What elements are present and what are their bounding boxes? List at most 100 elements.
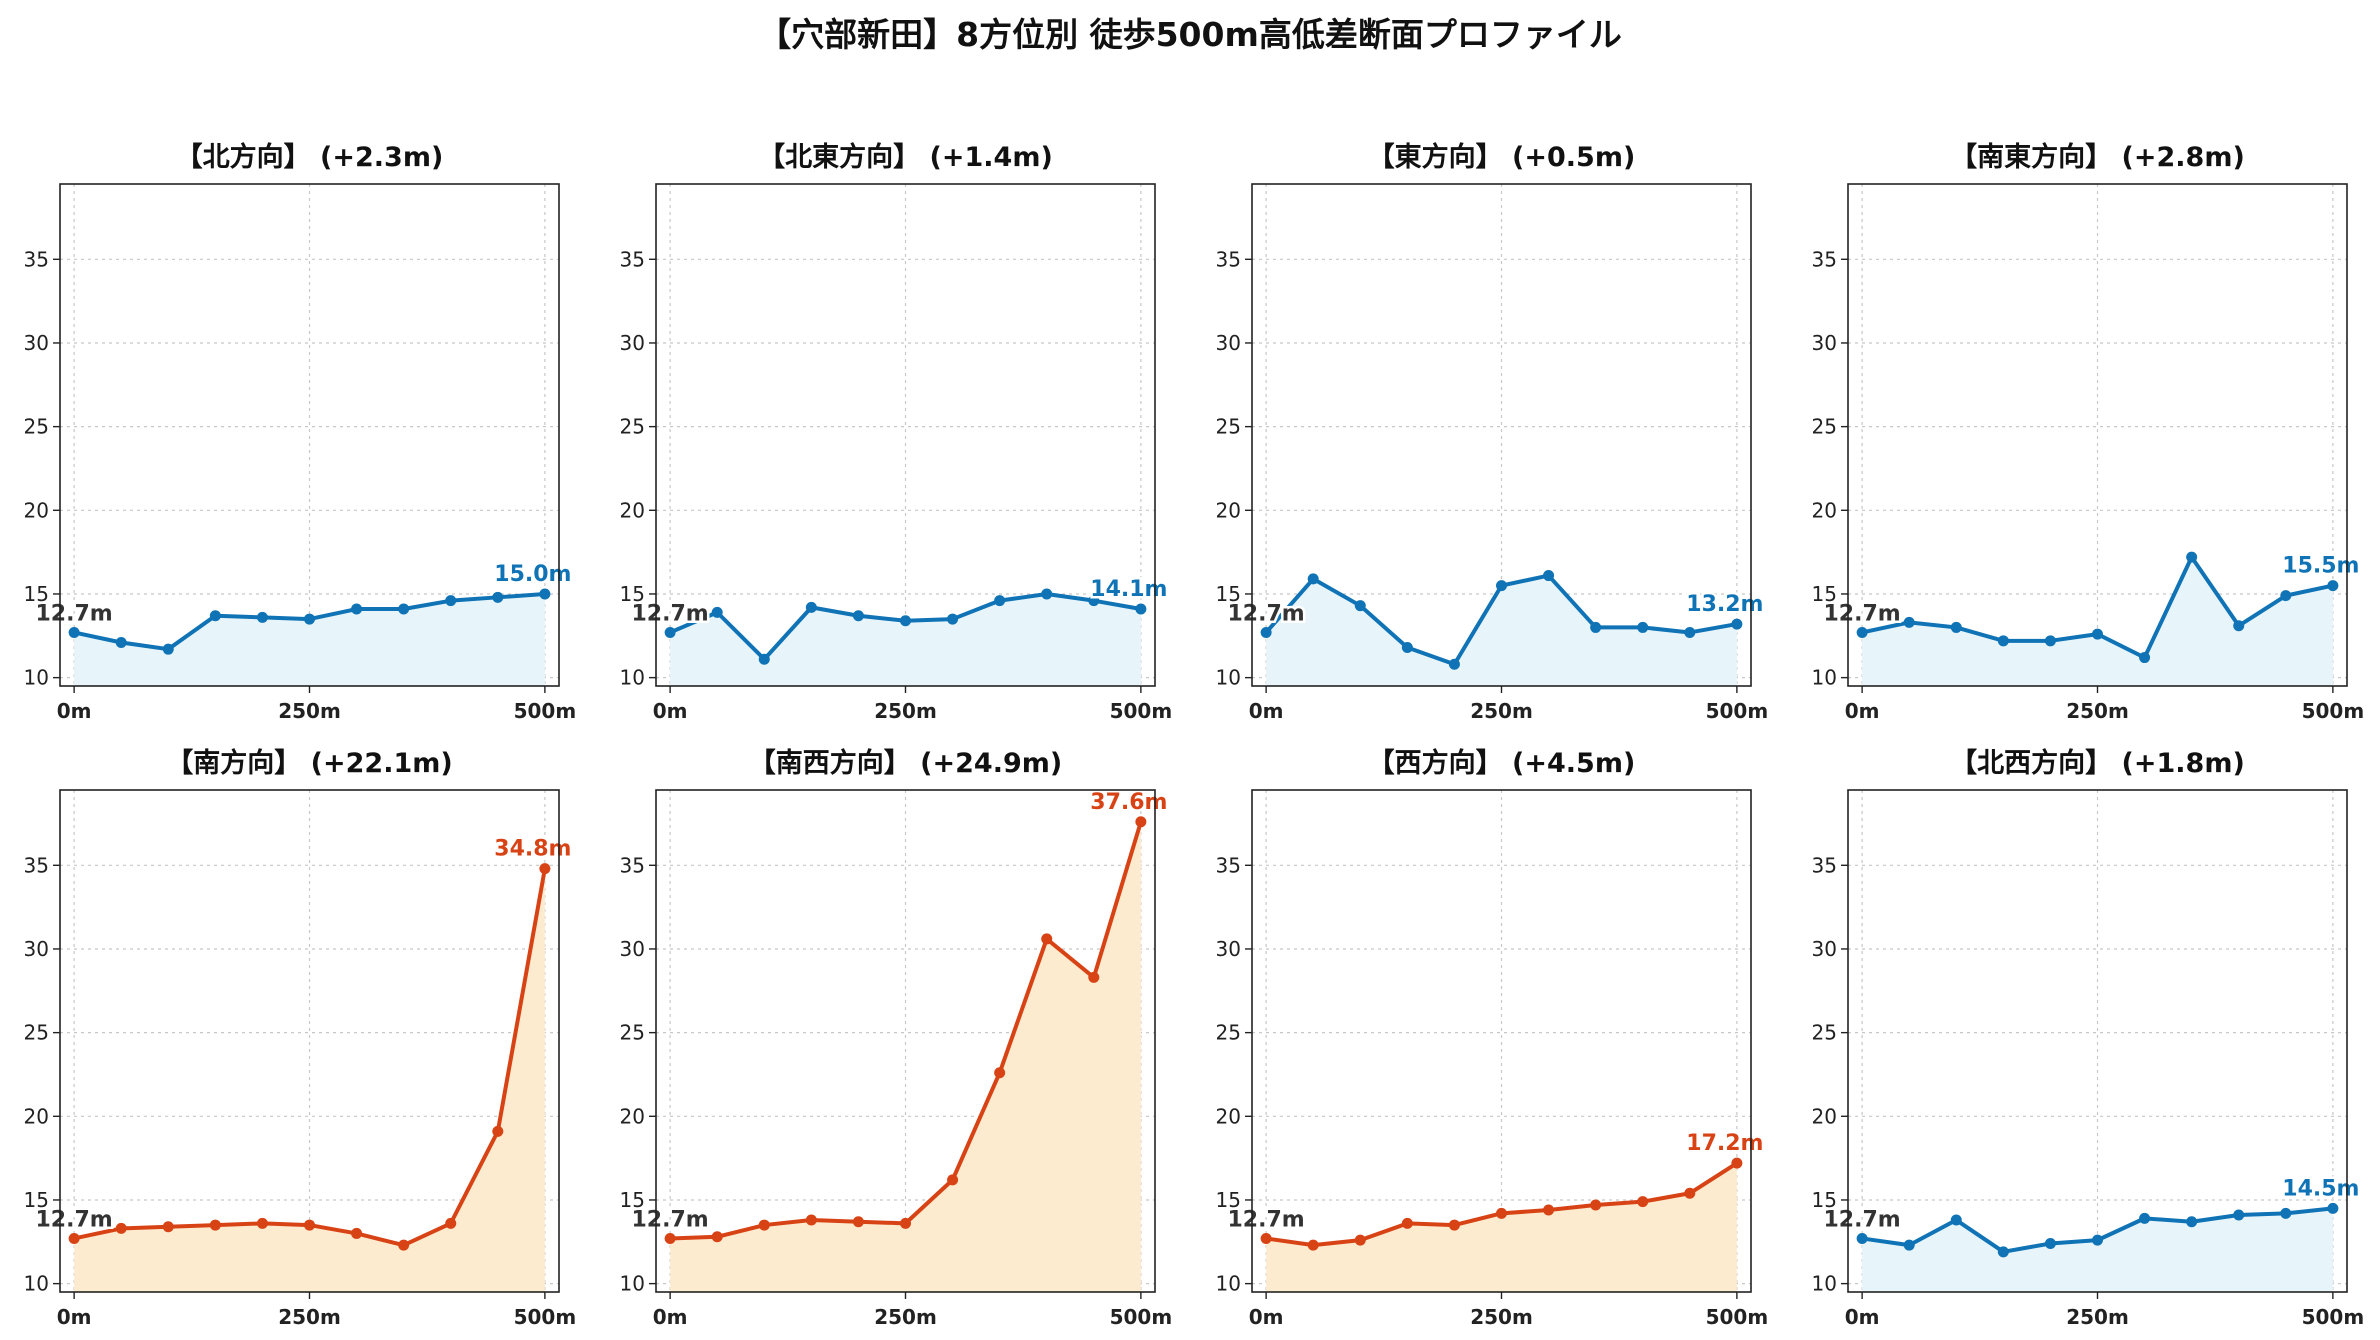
data-point	[2233, 620, 2245, 632]
start-label: 12.7m	[36, 1207, 113, 1232]
data-point	[852, 1216, 864, 1228]
x-tick-label: 0m	[57, 1305, 92, 1329]
y-tick-label: 35	[1216, 853, 1241, 877]
data-point	[1496, 580, 1507, 592]
y-tick-label: 10	[1812, 666, 1837, 690]
data-point	[994, 595, 1006, 607]
y-tick-label: 30	[620, 331, 645, 355]
subplot-title: 【西方向】 (+4.5m)	[1368, 747, 1636, 779]
x-tick-label: 250m	[278, 699, 341, 723]
data-point	[68, 1232, 80, 1244]
start-label: 12.7m	[1228, 601, 1305, 626]
y-tick-label: 20	[620, 1104, 645, 1128]
data-point	[445, 1217, 457, 1229]
data-point	[1590, 1199, 1602, 1211]
y-tick-label: 20	[1216, 498, 1241, 522]
y-tick-label: 10	[24, 666, 49, 690]
y-tick-label: 35	[1216, 247, 1241, 271]
subplot-title: 【北東方向】 (+1.4m)	[758, 141, 1053, 173]
subplot-3: 【南東方向】 (+2.8m) 12.7m 15.5m 10 15 20 25 30 35 0m 25…	[1812, 141, 2365, 723]
data-point	[1856, 1232, 1868, 1244]
end-label: 14.5m	[2282, 1176, 2359, 1201]
data-point	[162, 643, 174, 655]
data-point	[1543, 1204, 1555, 1216]
subplot-title: 【北方向】 (+2.3m)	[176, 141, 444, 173]
subplot-1: 【北東方向】 (+1.4m) 12.7m 14.1m 10 15 20 25 30 35 0m 25…	[620, 141, 1173, 723]
data-point	[1856, 626, 1868, 638]
x-tick-label: 0m	[1845, 699, 1880, 723]
y-tick-label: 15	[1216, 582, 1241, 606]
y-tick-label: 25	[1216, 415, 1241, 439]
y-tick-label: 15	[24, 1188, 49, 1212]
data-point	[1041, 588, 1053, 600]
data-point	[2139, 652, 2151, 664]
elevation-area	[1266, 1163, 1737, 1292]
data-point	[2044, 1237, 2056, 1249]
data-point	[1637, 1196, 1649, 1208]
subplot-2: 【東方向】 (+0.5m) 12.7m 13.2m 10 15 20 25 30 35 0m 250…	[1216, 141, 1769, 723]
data-point	[1354, 600, 1366, 612]
y-tick-label: 10	[620, 1272, 645, 1296]
data-point	[900, 615, 911, 627]
y-tick-label: 15	[24, 582, 49, 606]
elevation-area	[1862, 1208, 2333, 1292]
data-point	[711, 1231, 723, 1243]
x-tick-label: 250m	[1470, 1305, 1533, 1329]
subplot-6: 【西方向】 (+4.5m) 12.7m 17.2m 10 15 20 25 30 35 0m 250…	[1216, 747, 1769, 1329]
y-tick-label: 30	[1216, 331, 1241, 355]
data-point	[256, 1217, 268, 1229]
end-label: 15.5m	[2282, 554, 2359, 579]
start-label: 12.7m	[1228, 1207, 1305, 1232]
figure-title: 【穴部新田】8方位別 徒歩500m高低差断面プロファイル	[758, 15, 1622, 54]
data-point	[1401, 642, 1413, 654]
elevation-area	[1266, 575, 1737, 686]
y-tick-label: 35	[620, 247, 645, 271]
data-point	[351, 1227, 363, 1239]
y-tick-label: 35	[1812, 853, 1837, 877]
data-point	[1950, 621, 1962, 633]
x-tick-label: 500m	[1706, 1305, 1769, 1329]
y-tick-label: 35	[24, 247, 49, 271]
y-tick-label: 15	[620, 1188, 645, 1212]
y-tick-label: 20	[1216, 1104, 1241, 1128]
data-point	[1088, 971, 1100, 983]
data-point	[664, 1232, 676, 1244]
data-point	[2139, 1212, 2151, 1224]
y-tick-label: 10	[1216, 1272, 1241, 1296]
data-point	[805, 1214, 817, 1226]
data-point	[1448, 658, 1460, 670]
y-tick-label: 10	[1216, 666, 1241, 690]
start-label: 12.7m	[632, 1207, 709, 1232]
y-tick-label: 30	[1812, 937, 1837, 961]
data-point	[1997, 635, 2009, 647]
x-tick-label: 0m	[1249, 699, 1284, 723]
y-tick-label: 25	[620, 415, 645, 439]
x-tick-label: 0m	[1845, 1305, 1880, 1329]
data-point	[492, 591, 504, 603]
data-point	[1903, 1239, 1915, 1251]
x-tick-label: 0m	[653, 1305, 688, 1329]
data-point	[994, 1067, 1006, 1079]
data-point	[1637, 621, 1649, 633]
elevation-area	[670, 593, 1141, 686]
x-tick-label: 500m	[514, 699, 577, 723]
subplot-title: 【北西方向】 (+1.8m)	[1950, 747, 2245, 779]
data-point	[805, 601, 817, 613]
data-point	[2233, 1209, 2245, 1221]
start-label: 12.7m	[1824, 601, 1901, 626]
y-tick-label: 20	[620, 498, 645, 522]
data-point	[758, 653, 770, 665]
data-point	[209, 1219, 221, 1231]
x-tick-label: 500m	[1110, 1305, 1173, 1329]
subplot-7: 【北西方向】 (+1.8m) 12.7m 14.5m 10 15 20 25 30 35 0m 25…	[1812, 747, 2365, 1329]
y-tick-label: 25	[24, 1021, 49, 1045]
data-point	[1307, 573, 1319, 585]
data-point	[256, 611, 268, 623]
data-point	[304, 1219, 315, 1231]
data-point	[947, 613, 959, 625]
y-tick-label: 15	[1812, 1188, 1837, 1212]
y-tick-label: 25	[1812, 1021, 1837, 1045]
data-point	[2327, 580, 2339, 592]
end-label: 14.1m	[1090, 577, 1167, 602]
y-tick-label: 30	[24, 331, 49, 355]
